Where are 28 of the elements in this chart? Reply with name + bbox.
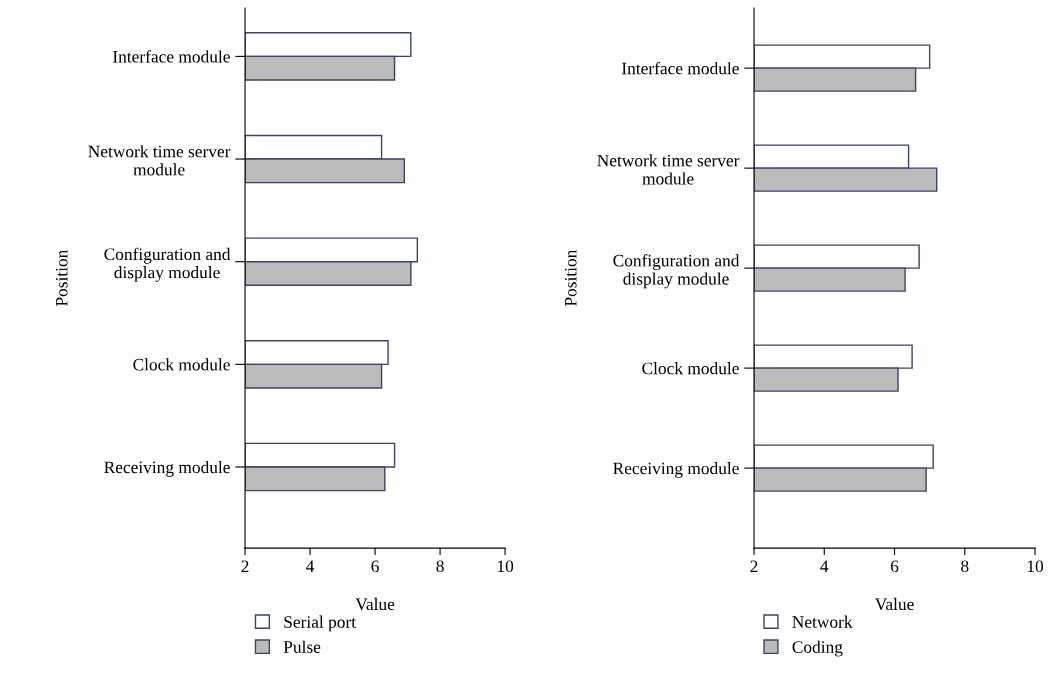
x-tick-label: 4 (306, 560, 315, 572)
legend-label: Pulse (283, 640, 321, 653)
y-tick-label: Clock module (642, 362, 739, 375)
y-tick-label: Configuration and display module (613, 254, 740, 289)
legend-label: Network (792, 615, 853, 628)
y-tick-label: Network time server module (88, 145, 231, 176)
y-tick-label: Clock module (133, 358, 230, 371)
x-tick-label: 6 (890, 560, 899, 573)
x-tick-label: 4 (820, 560, 829, 572)
x-tick-label: 10 (497, 560, 514, 573)
y-tick-label: Receiving module (104, 460, 230, 477)
x-tick-label: 6 (371, 560, 379, 573)
x-tick-label: 8 (961, 560, 969, 573)
x-tick-label: 2 (750, 560, 758, 572)
x-tick-label: 8 (436, 560, 444, 573)
y-tick-label: Configuration and display module (104, 247, 231, 282)
legend-label: Coding (792, 640, 843, 657)
y-axis-title: Position (564, 249, 577, 307)
y-axis-title: Position (55, 249, 68, 307)
y-tick-label: Interface module (621, 61, 739, 75)
x-tick-label: 2 (241, 560, 249, 572)
y-tick-label: Network time server module (597, 154, 740, 185)
y-tick-label: Receiving module (613, 462, 739, 478)
x-axis-title: Value (355, 597, 395, 611)
y-tick-label: Interface module (113, 50, 230, 63)
legend-label: Serial port (284, 615, 356, 632)
x-tick-label: 10 (1027, 560, 1044, 573)
x-axis-title: Value (874, 597, 914, 611)
